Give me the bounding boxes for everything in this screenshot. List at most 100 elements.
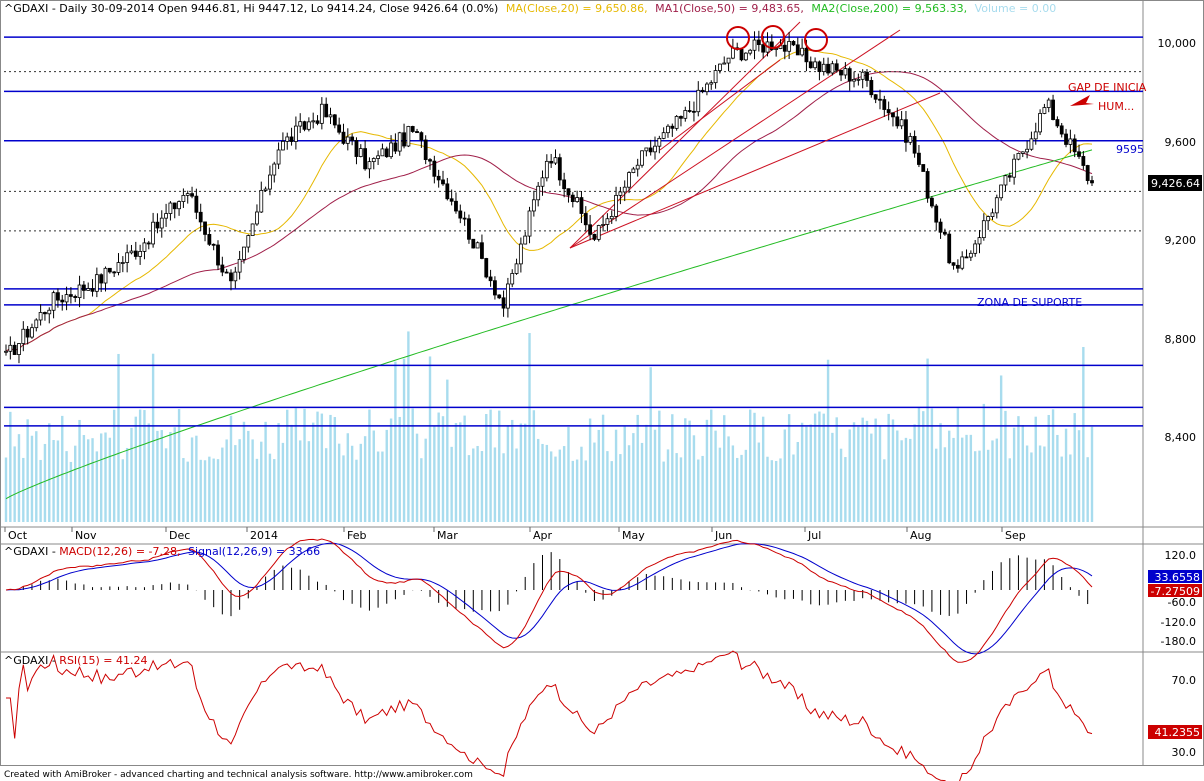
price-candle — [432, 160, 437, 177]
price-candle — [458, 210, 463, 219]
price-candle — [384, 148, 389, 158]
price-tick: 9,600 — [1165, 136, 1197, 149]
price-candle — [77, 284, 82, 299]
price-candle — [1020, 151, 1025, 154]
volume-bar — [363, 436, 367, 522]
volume-bar — [606, 451, 609, 522]
volume-bar — [376, 451, 380, 522]
volume-bar — [658, 410, 661, 522]
volume-bar — [714, 430, 717, 522]
volume-bar — [705, 419, 709, 522]
price-candle — [990, 212, 995, 217]
price-candle — [436, 175, 441, 181]
volume-bar — [580, 446, 583, 522]
price-candle — [410, 126, 415, 132]
price-candle — [12, 344, 17, 355]
price-candle — [653, 145, 657, 153]
volume-bar — [160, 430, 163, 522]
price-candle — [285, 136, 290, 142]
volume-bar — [519, 423, 523, 522]
price-candle — [648, 147, 653, 153]
volume-bar — [601, 414, 605, 522]
volume-bar — [355, 459, 358, 522]
month-label: 2014 — [250, 529, 278, 542]
price-candle — [614, 194, 618, 217]
price-candle — [821, 63, 826, 72]
price-candle — [17, 343, 21, 355]
price-candle — [1064, 133, 1068, 145]
volume-bar — [242, 421, 246, 522]
price-candle — [419, 132, 424, 141]
price-candle — [856, 78, 861, 81]
trend-line — [569, 92, 941, 249]
volume-bar — [627, 445, 631, 522]
price-candle — [852, 78, 856, 82]
arrow-icon — [1070, 95, 1094, 106]
price-candle — [795, 44, 800, 56]
volume-bar — [121, 459, 125, 522]
volume-bar — [839, 448, 843, 522]
volume-bar — [861, 417, 864, 522]
top-circle-icon — [761, 25, 785, 49]
price-candle — [441, 179, 445, 185]
volume-bar — [848, 429, 851, 522]
last-price-box — [1148, 175, 1202, 191]
price-candle — [324, 103, 329, 118]
volume-bar — [303, 408, 306, 522]
volume-bar — [515, 448, 518, 522]
price-candle — [233, 271, 238, 282]
price-candle — [172, 202, 177, 210]
price-candle — [523, 235, 528, 245]
price-candle — [1029, 138, 1034, 150]
price-candle — [1072, 138, 1077, 153]
volume-bar — [939, 423, 942, 522]
price-candle — [293, 125, 298, 142]
volume-bar — [926, 358, 929, 522]
rsi-title-value: RSI(15) = 41.24 — [59, 654, 147, 667]
price-candle — [596, 225, 601, 240]
price-candle — [782, 44, 787, 52]
volume-bar — [502, 453, 505, 522]
volume-bar — [216, 459, 220, 522]
price-candle — [69, 294, 73, 297]
footer-credit: Created with AmiBroker - advanced charti… — [4, 770, 473, 780]
price-candle — [549, 160, 554, 164]
price-candle — [341, 131, 346, 144]
volume-bar — [43, 443, 47, 522]
macd-tick: -180.0 — [1161, 635, 1196, 648]
volume-bar — [666, 449, 670, 522]
volume-bar — [134, 416, 138, 522]
volume-bar — [731, 445, 735, 522]
price-tick: 9,200 — [1165, 234, 1197, 247]
volume-bar — [212, 458, 215, 522]
volume-bar — [346, 433, 350, 522]
volume-bar — [965, 434, 968, 522]
price-candle — [627, 172, 631, 188]
price-candle — [151, 221, 156, 245]
volume-bar — [536, 438, 540, 522]
volume-bar — [177, 409, 181, 522]
volume-bar — [1082, 346, 1085, 522]
price-candle — [934, 205, 939, 223]
month-label: Dec — [169, 529, 190, 542]
volume-bar — [610, 461, 613, 522]
volume-bar — [428, 356, 432, 522]
volume-bar — [48, 423, 51, 522]
volume-bar — [753, 412, 756, 522]
price-candle — [531, 199, 536, 212]
volume-bar — [372, 430, 375, 522]
price-candle — [30, 327, 34, 338]
price-candle — [938, 221, 943, 233]
volume-bar — [65, 451, 68, 522]
volume-bar — [597, 429, 600, 522]
price-candle — [1085, 165, 1090, 181]
ma20-line — [5, 49, 1093, 352]
price-candle — [207, 234, 212, 245]
price-candle — [56, 292, 60, 301]
price-candle — [679, 116, 683, 119]
header-ma200: MA2(Close,200) = 9,563.33, — [811, 2, 967, 15]
header-ma20: MA(Close,20) = 9,650.86, — [506, 2, 648, 15]
price-candle — [960, 256, 965, 269]
volume-bar — [169, 431, 172, 522]
volume-bar — [844, 457, 847, 522]
